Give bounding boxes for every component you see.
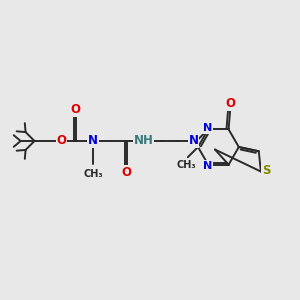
Text: O: O (70, 103, 81, 116)
Text: N: N (188, 134, 199, 148)
Text: CH₃: CH₃ (83, 169, 103, 179)
Text: S: S (262, 164, 271, 177)
Text: NH: NH (134, 134, 153, 148)
Text: N: N (203, 123, 212, 133)
Text: N: N (88, 134, 98, 148)
Text: O: O (122, 166, 132, 179)
Text: N: N (203, 161, 212, 171)
Text: O: O (56, 134, 67, 148)
Text: O: O (226, 97, 236, 110)
Text: CH₃: CH₃ (176, 160, 196, 170)
